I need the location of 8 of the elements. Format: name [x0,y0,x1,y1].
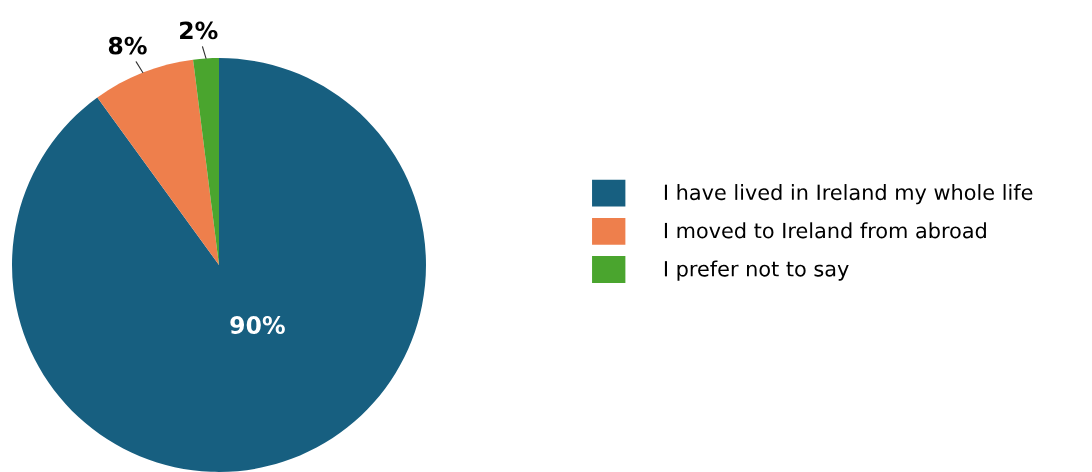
legend-label: I moved to Ireland from abroad [664,222,986,239]
data-label: 90% [230,316,285,334]
pie-slice [12,58,426,472]
data-label: 8% [108,36,147,55]
pie-slice [97,59,219,265]
legend-label: I have lived in Ireland my whole life [664,184,1033,205]
legend-label: I prefer not to say [664,260,849,281]
data-label: 2% [180,21,218,40]
